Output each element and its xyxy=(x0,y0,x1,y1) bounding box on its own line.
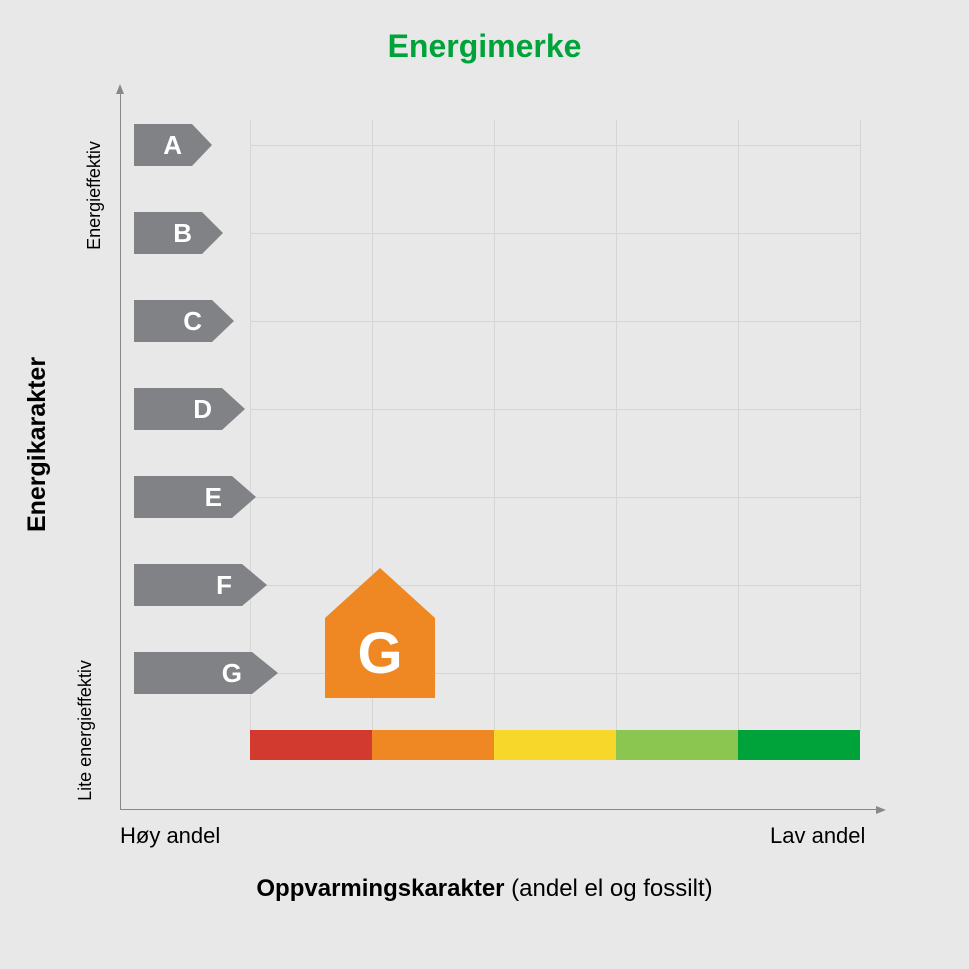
grade-arrow-letter: B xyxy=(134,212,192,254)
grade-arrow-letter: A xyxy=(134,124,182,166)
gridline-horizontal xyxy=(250,409,860,410)
chart-title: Energimerke xyxy=(0,28,969,65)
grade-arrow-letter: D xyxy=(134,388,212,430)
x-axis-line xyxy=(120,809,880,810)
gridline-vertical xyxy=(860,120,861,730)
rating-house-letter: G xyxy=(325,620,435,687)
gridline-horizontal xyxy=(250,145,860,146)
x-axis-main-label: Oppvarmingskarakter (andel el og fossilt… xyxy=(0,875,969,903)
rating-house: G xyxy=(325,568,435,698)
y-axis-arrowhead xyxy=(116,84,124,94)
x-axis-main-label-bold: Oppvarmingskarakter xyxy=(256,875,504,902)
x-axis-arrowhead xyxy=(876,806,886,814)
grade-arrow-letter: E xyxy=(134,476,222,518)
color-scale-segment xyxy=(372,730,494,760)
gridline-horizontal xyxy=(250,233,860,234)
grade-arrow-letter: F xyxy=(134,564,232,606)
color-scale-segment xyxy=(616,730,738,760)
gridline-vertical xyxy=(250,120,251,730)
x-axis-right-label: Lav andel xyxy=(770,823,865,849)
gridline-vertical xyxy=(738,120,739,730)
x-axis-main-label-rest: (andel el og fossilt) xyxy=(505,875,713,902)
gridline-horizontal xyxy=(250,321,860,322)
color-scale-segment xyxy=(738,730,860,760)
gridline-vertical xyxy=(616,120,617,730)
gridline-vertical xyxy=(494,120,495,730)
color-scale-segment xyxy=(494,730,616,760)
x-axis-left-label: Høy andel xyxy=(120,823,220,849)
color-scale-segment xyxy=(250,730,372,760)
y-axis-line xyxy=(120,90,121,810)
chart-area: A B C D E F G G xyxy=(120,90,880,810)
gridline-horizontal xyxy=(250,497,860,498)
y-axis-top-sublabel: Energieffektiv xyxy=(84,141,105,250)
y-axis-main-label: Energikarakter xyxy=(23,357,52,532)
grade-arrow-letter: C xyxy=(134,300,202,342)
y-axis-bottom-sublabel: Lite energieffektiv xyxy=(75,660,96,801)
grade-arrow-letter: G xyxy=(134,652,242,694)
